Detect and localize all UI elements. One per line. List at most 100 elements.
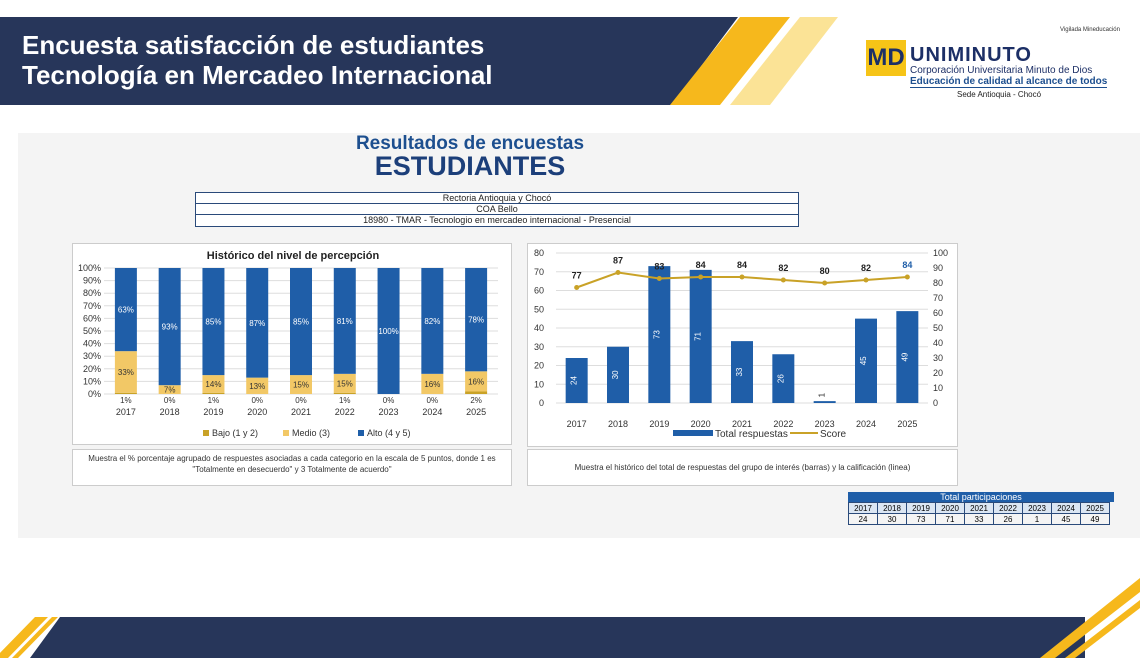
bar-total-respuestas <box>896 311 919 403</box>
table-year-header: 2020 <box>935 502 965 514</box>
x-tick-label: 2017 <box>116 407 136 417</box>
score-data-label: 84 <box>902 260 912 270</box>
y-tick-label: 80 <box>534 248 544 258</box>
score-data-label: 80 <box>820 266 830 276</box>
bar-total-respuestas <box>855 318 877 403</box>
legend-swatch <box>358 430 364 436</box>
score-point <box>615 270 621 275</box>
bar-alto <box>202 268 225 376</box>
data-label-alto: 100% <box>378 327 398 336</box>
data-label-bajo: 1% <box>339 396 351 405</box>
table-year-header: 2025 <box>1080 502 1110 514</box>
bar-total-respuestas <box>689 269 712 403</box>
vigilada-text: Vigilada Mineducación <box>1060 27 1120 33</box>
y2-tick-label: 80 <box>933 278 943 288</box>
table-value-cell: 1 <box>1022 513 1052 525</box>
data-label-medio: 14% <box>205 380 221 389</box>
bar-bajo <box>202 392 225 394</box>
bar-data-label: 71 <box>694 331 703 340</box>
data-label-bajo: 0% <box>251 396 263 405</box>
info-program: 18980 - TMAR - Tecnologio en mercadeo in… <box>363 215 631 225</box>
bar-medio <box>290 375 312 394</box>
bar-alto <box>246 268 269 378</box>
x-tick-label: 2022 <box>773 419 793 429</box>
bar-alto <box>333 268 356 374</box>
bar-medio <box>246 377 269 394</box>
bar-bajo <box>465 391 488 394</box>
x-tick-label: 2024 <box>422 407 442 417</box>
score-point <box>698 274 704 280</box>
x-tick-label: 2021 <box>291 407 311 417</box>
responses-chart-box: 0 10 20 30 40 50 60 70 80 0 10 20 30 40 50 60 70 80 90 100 2… <box>527 243 958 447</box>
data-label-bajo: 0% <box>427 396 439 405</box>
data-label-medio: 15% <box>293 381 309 390</box>
y2-tick-label: 40 <box>933 338 943 348</box>
y-tick-label: 30% <box>83 351 101 361</box>
logo-line2: Educación de calidad al alcance de todos <box>910 76 1108 88</box>
logo-line1: Corporación Universitaria Minuto de Dios <box>910 65 1093 76</box>
score-data-label: 84 <box>737 260 747 270</box>
y-tick-label: 30 <box>534 342 544 352</box>
y-tick-label: 90% <box>83 276 101 286</box>
footer-banner <box>0 578 1140 658</box>
logo-sede: Sede Antioquia - Chocó <box>957 90 1042 99</box>
logo-name: UNIMINUTO <box>910 44 1032 66</box>
bar-total-respuestas <box>813 401 836 403</box>
y2-tick-label: 90 <box>933 263 943 273</box>
score-point <box>780 277 786 283</box>
y-tick-label: 70% <box>83 301 101 311</box>
table-year-header: 2023 <box>1022 502 1052 514</box>
score-point <box>656 276 662 281</box>
data-label-medio: 15% <box>337 379 353 388</box>
x-tick-label: 2019 <box>649 419 669 429</box>
bar-data-label: 26 <box>776 374 785 383</box>
y2-tick-label: 100 <box>933 248 948 258</box>
bar-alto <box>377 268 400 394</box>
bar-medio <box>421 373 444 394</box>
y-tick-label: 20% <box>83 364 101 374</box>
bar-data-label: 73 <box>652 330 661 339</box>
x-tick-label: 2017 <box>567 419 587 429</box>
bar-alto <box>290 268 312 376</box>
score-data-label: 84 <box>696 260 706 270</box>
bar-medio <box>158 385 181 394</box>
table-title: Total participaciones <box>848 492 1114 502</box>
score-point <box>574 285 580 290</box>
data-label-bajo: 0% <box>164 396 176 405</box>
y-tick-label: 10% <box>83 376 101 386</box>
y-tick-label: 0 <box>539 398 544 408</box>
y2-tick-label: 20 <box>933 368 943 378</box>
responses-caption: Muestra el histórico del total de respue… <box>527 449 958 486</box>
table-year-header: 2018 <box>877 502 907 514</box>
data-label-bajo: 0% <box>383 396 395 405</box>
data-label-bajo: 1% <box>208 396 220 405</box>
y-tick-label: 40 <box>534 323 544 333</box>
data-label-bajo: 0% <box>295 396 307 405</box>
score-data-label: 83 <box>654 262 664 272</box>
bar-alto <box>158 268 181 386</box>
y2-tick-label: 60 <box>933 308 943 318</box>
x-tick-label: 2025 <box>466 407 486 417</box>
data-label-alto: 87% <box>249 319 265 328</box>
table-year-header: 2017 <box>848 502 878 514</box>
y-tick-label: 10 <box>534 379 544 389</box>
bar-data-label: 30 <box>611 370 620 379</box>
y-tick-label: 50 <box>534 304 544 314</box>
header-title-line1: Encuesta satisfacción de estudiantes <box>22 30 485 60</box>
bar-medio <box>114 351 137 393</box>
x-tick-label: 2025 <box>897 419 917 429</box>
bar-total-respuestas <box>772 354 795 403</box>
bar-medio <box>465 371 488 392</box>
info-coa: COA Bello <box>196 204 798 215</box>
table-value-cell: 24 <box>848 513 878 525</box>
data-label-alto: 82% <box>424 317 440 326</box>
x-tick-label: 2018 <box>160 407 180 417</box>
report-subtitle: ESTUDIANTES <box>374 151 566 181</box>
data-label-medio: 13% <box>249 382 265 391</box>
x-tick-label: 2020 <box>247 407 267 417</box>
y-tick-label: 70 <box>534 267 544 277</box>
score-data-label: 82 <box>861 263 871 273</box>
data-label-medio: 33% <box>118 368 134 377</box>
bar-bajo <box>114 392 137 394</box>
y-tick-label: 60 <box>534 286 544 296</box>
